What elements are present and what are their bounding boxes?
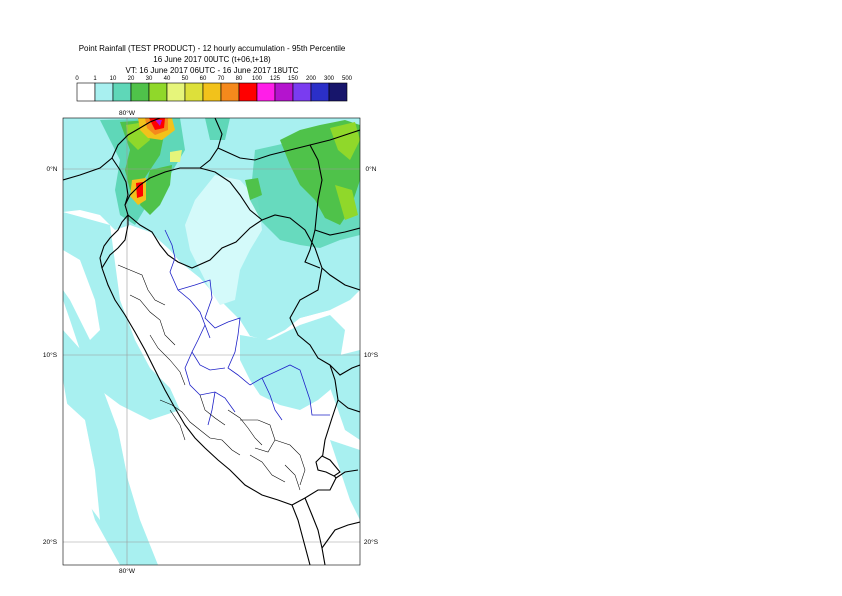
legend-swatch — [328, 82, 348, 102]
legend-tick-label: 60 — [200, 76, 207, 82]
department-borders — [117, 264, 306, 491]
longitude-label-top: 80°W — [119, 109, 136, 117]
legend-tick-label: 100 — [252, 76, 263, 82]
map-title-line-3: VT: 16 June 2017 06UTC - 16 June 2017 18… — [125, 66, 299, 75]
legend-tick-label: 50 — [182, 76, 189, 82]
country-borders — [63, 118, 360, 565]
legend-tick-label: 20 — [128, 76, 135, 82]
map-frame — [62, 117, 361, 566]
legend-tick-label: 0 — [75, 76, 79, 82]
latitude-label-20s-right: 20°S — [364, 538, 379, 546]
map-title-line-2: 16 June 2017 00UTC (t+06,t+18) — [153, 55, 271, 64]
legend-tick-label: 200 — [306, 76, 317, 82]
longitude-label-bottom: 80°W — [119, 567, 136, 575]
latitude-label-eq-left: 0°N — [47, 165, 58, 173]
legend-tick-label: 80 — [236, 76, 243, 82]
latitude-label-10s-left: 10°S — [43, 351, 58, 359]
graticule — [63, 118, 360, 565]
legend-tick-label: 70 — [218, 76, 225, 82]
legend-tick-label: 10 — [110, 76, 117, 82]
legend-tick-label: 1 — [93, 76, 97, 82]
legend-tick-label: 30 — [146, 76, 153, 82]
legend-tick-label: 500 — [342, 76, 353, 82]
legend-tick-label: 125 — [270, 76, 281, 82]
map-title-line-1: Point Rainfall (TEST PRODUCT) - 12 hourl… — [78, 44, 346, 53]
latitude-label-10s-right: 10°S — [364, 351, 379, 359]
legend-tick-label: 40 — [164, 76, 171, 82]
latitude-label-20s-left: 20°S — [43, 538, 58, 546]
latitude-label-eq-right: 0°N — [366, 165, 377, 173]
color-legend: 0 1 10 20 30 40 50 60 70 80 100 125 150 200 300 500 — [75, 76, 353, 102]
legend-tick-label: 150 — [288, 76, 299, 82]
rainfall-field — [63, 118, 360, 565]
legend-tick-label: 300 — [324, 76, 335, 82]
